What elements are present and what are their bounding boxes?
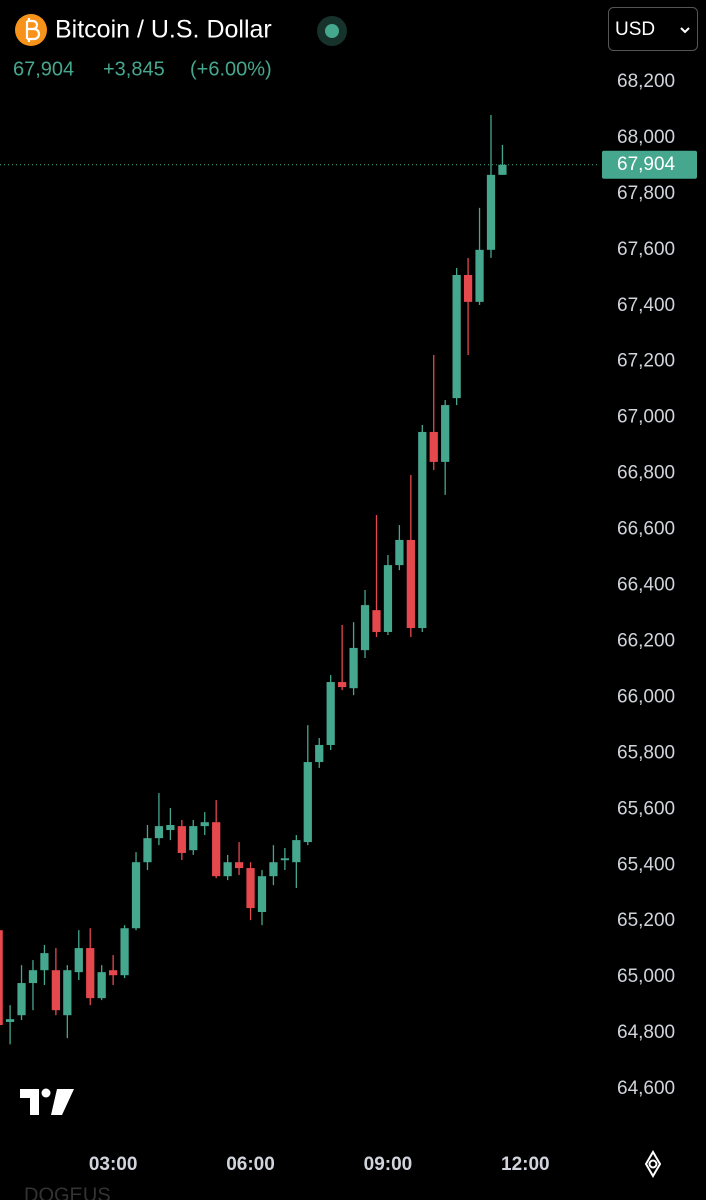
candle-body [246, 868, 255, 909]
x-tick-label: 09:00 [364, 1154, 413, 1175]
y-tick-label: 66,000 [617, 686, 675, 707]
candle-body [338, 682, 347, 688]
candle-body [63, 970, 72, 1016]
last-price-tag [602, 150, 697, 179]
candle-body [269, 862, 278, 877]
candle-body [17, 983, 26, 1016]
candle-body [0, 930, 3, 1026]
y-tick-label: 68,000 [617, 127, 675, 148]
candle-body [406, 539, 415, 629]
candle-body [315, 744, 324, 763]
y-tick-label: 66,600 [617, 519, 675, 540]
candle-body [131, 862, 141, 929]
y-tick-label: 66,400 [617, 575, 675, 596]
candle-body [212, 822, 221, 877]
x-tick-label: 12:00 [501, 1154, 550, 1175]
last-price-label: 67,904 [617, 154, 676, 175]
candle-body [280, 858, 290, 861]
currency-label[interactable]: USD [615, 19, 655, 40]
y-tick-label: 66,200 [617, 630, 675, 651]
tv-logo [20, 1088, 74, 1115]
y-tick-label: 67,800 [617, 183, 675, 204]
status-dot [325, 24, 339, 38]
y-tick-label: 65,000 [617, 966, 675, 987]
price: 67,904 [13, 58, 74, 80]
candle-body [257, 876, 267, 912]
y-tick-label: 67,400 [617, 295, 675, 316]
candle-body [234, 862, 244, 869]
candle-body [200, 822, 209, 827]
candle-body [28, 970, 38, 984]
candle-body [429, 431, 438, 462]
candle-body [97, 972, 106, 999]
candle-body [383, 565, 393, 632]
candle-body [463, 274, 473, 302]
y-tick-label: 64,600 [617, 1078, 675, 1099]
y-tick-label: 67,600 [617, 239, 675, 260]
y-tick-label: 66,800 [617, 463, 675, 484]
currency-select[interactable]: USD [608, 7, 698, 51]
y-tick-label: 64,800 [617, 1022, 675, 1043]
x-tick-label: 06:00 [226, 1154, 275, 1175]
bitcoin-glyph [25, 18, 41, 42]
candle-body [51, 970, 60, 1011]
y-tick-label: 65,400 [617, 854, 675, 875]
y-tick-label: 65,200 [617, 910, 675, 931]
settings-icon-center[interactable] [648, 1159, 658, 1169]
candle-body [40, 953, 49, 971]
candle-body [498, 164, 507, 175]
candle-body [395, 539, 404, 566]
candle-body [452, 274, 461, 399]
candle-body [189, 826, 198, 851]
candle-body [360, 605, 370, 651]
y-tick-label: 65,800 [617, 742, 675, 763]
change: +3,845 [103, 58, 165, 80]
candle-body [303, 762, 312, 843]
settings-icon[interactable] [644, 1150, 662, 1178]
y-tick-label: 67,000 [617, 407, 675, 428]
settings-button[interactable] [644, 1150, 662, 1178]
candle-body [223, 862, 232, 877]
y-tick-label: 67,200 [617, 351, 675, 372]
candle-body [292, 840, 301, 863]
chevron [680, 27, 690, 34]
candle-body [418, 431, 427, 629]
y-tick-label: 65,600 [617, 798, 675, 819]
candle-body [349, 647, 358, 689]
candle-body [475, 249, 484, 302]
x-tick-label: 03:00 [89, 1154, 138, 1175]
candle-body [143, 838, 152, 863]
candle-body [166, 824, 175, 831]
y-tick-label: 68,200 [617, 71, 675, 92]
candle-body [109, 970, 118, 976]
currency-box[interactable] [608, 7, 698, 51]
plot-area [0, 114, 507, 1045]
candle-body [441, 405, 450, 462]
footer-text: DOGEUS [24, 1184, 111, 1200]
candle-body [154, 826, 164, 839]
candle-body [120, 928, 129, 976]
candle-body [74, 948, 83, 973]
candle-body [372, 610, 381, 632]
candle-body [86, 948, 95, 999]
symbol-title: Bitcoin / U.S. Dollar [55, 16, 272, 44]
candle-body [5, 1019, 15, 1022]
change-percent: (+6.00%) [190, 58, 272, 80]
candle-body [177, 826, 186, 853]
candle-body [486, 174, 496, 250]
candle-body [326, 682, 335, 745]
